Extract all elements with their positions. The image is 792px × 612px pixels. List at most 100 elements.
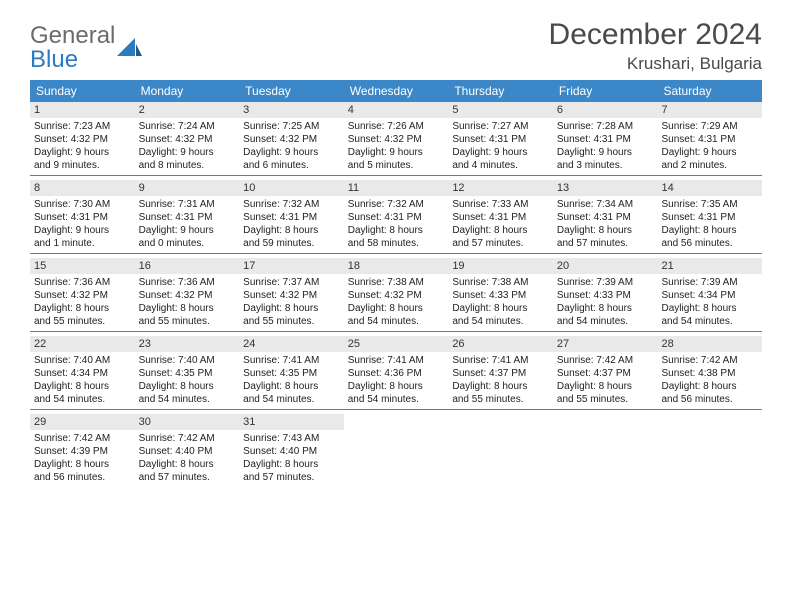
info-line: Daylight: 8 hours xyxy=(661,380,758,393)
info-line: Sunset: 4:40 PM xyxy=(243,445,340,458)
calendar-cell: 23Sunrise: 7:40 AMSunset: 4:35 PMDayligh… xyxy=(135,336,240,409)
info-line: and 54 minutes. xyxy=(34,393,131,406)
day-info: Sunrise: 7:37 AMSunset: 4:32 PMDaylight:… xyxy=(243,276,340,328)
info-line: Daylight: 9 hours xyxy=(243,146,340,159)
info-line: and 6 minutes. xyxy=(243,159,340,172)
day-number: 25 xyxy=(344,336,449,352)
day-number: 24 xyxy=(239,336,344,352)
info-line: Sunset: 4:35 PM xyxy=(139,367,236,380)
day-header: Monday xyxy=(135,80,240,102)
calendar-cell: 17Sunrise: 7:37 AMSunset: 4:32 PMDayligh… xyxy=(239,258,344,331)
info-line: Daylight: 8 hours xyxy=(452,224,549,237)
info-line: Sunset: 4:38 PM xyxy=(661,367,758,380)
day-info: Sunrise: 7:33 AMSunset: 4:31 PMDaylight:… xyxy=(452,198,549,250)
info-line: Daylight: 8 hours xyxy=(243,380,340,393)
day-header: Wednesday xyxy=(344,80,449,102)
day-info: Sunrise: 7:32 AMSunset: 4:31 PMDaylight:… xyxy=(348,198,445,250)
calendar-cell: . xyxy=(657,414,762,487)
info-line: and 57 minutes. xyxy=(243,471,340,484)
day-number: 27 xyxy=(553,336,658,352)
calendar-cell: 16Sunrise: 7:36 AMSunset: 4:32 PMDayligh… xyxy=(135,258,240,331)
calendar-cell: . xyxy=(553,414,658,487)
info-line: Sunrise: 7:34 AM xyxy=(557,198,654,211)
info-line: Daylight: 8 hours xyxy=(139,458,236,471)
day-header: Sunday xyxy=(30,80,135,102)
day-info: Sunrise: 7:28 AMSunset: 4:31 PMDaylight:… xyxy=(557,120,654,172)
info-line: and 56 minutes. xyxy=(661,393,758,406)
info-line: Sunrise: 7:42 AM xyxy=(139,432,236,445)
day-info: Sunrise: 7:38 AMSunset: 4:33 PMDaylight:… xyxy=(452,276,549,328)
info-line: Sunrise: 7:40 AM xyxy=(34,354,131,367)
info-line: and 54 minutes. xyxy=(243,393,340,406)
info-line: Sunset: 4:32 PM xyxy=(243,133,340,146)
info-line: Daylight: 8 hours xyxy=(452,380,549,393)
calendar-week: 15Sunrise: 7:36 AMSunset: 4:32 PMDayligh… xyxy=(30,258,762,332)
day-number: 7 xyxy=(657,102,762,118)
calendar-grid: SundayMondayTuesdayWednesdayThursdayFrid… xyxy=(30,80,762,487)
day-number: 13 xyxy=(553,180,658,196)
info-line: Sunrise: 7:39 AM xyxy=(661,276,758,289)
info-line: Sunrise: 7:37 AM xyxy=(243,276,340,289)
info-line: Daylight: 8 hours xyxy=(243,224,340,237)
info-line: Sunset: 4:31 PM xyxy=(34,211,131,224)
info-line: Sunset: 4:31 PM xyxy=(452,211,549,224)
info-line: Daylight: 8 hours xyxy=(243,302,340,315)
info-line: Daylight: 8 hours xyxy=(348,224,445,237)
info-line: and 59 minutes. xyxy=(243,237,340,250)
day-info: Sunrise: 7:42 AMSunset: 4:38 PMDaylight:… xyxy=(661,354,758,406)
day-number: 8 xyxy=(30,180,135,196)
calendar-week: 22Sunrise: 7:40 AMSunset: 4:34 PMDayligh… xyxy=(30,336,762,410)
day-info: Sunrise: 7:40 AMSunset: 4:34 PMDaylight:… xyxy=(34,354,131,406)
day-number: 26 xyxy=(448,336,553,352)
day-number: 31 xyxy=(239,414,344,430)
day-info: Sunrise: 7:29 AMSunset: 4:31 PMDaylight:… xyxy=(661,120,758,172)
day-header: Thursday xyxy=(448,80,553,102)
calendar-cell: 15Sunrise: 7:36 AMSunset: 4:32 PMDayligh… xyxy=(30,258,135,331)
info-line: and 2 minutes. xyxy=(661,159,758,172)
info-line: and 55 minutes. xyxy=(452,393,549,406)
calendar-cell: 14Sunrise: 7:35 AMSunset: 4:31 PMDayligh… xyxy=(657,180,762,253)
info-line: Sunrise: 7:32 AM xyxy=(348,198,445,211)
info-line: Sunrise: 7:32 AM xyxy=(243,198,340,211)
info-line: Sunrise: 7:24 AM xyxy=(139,120,236,133)
day-info: Sunrise: 7:31 AMSunset: 4:31 PMDaylight:… xyxy=(139,198,236,250)
info-line: and 1 minute. xyxy=(34,237,131,250)
info-line: Sunrise: 7:42 AM xyxy=(557,354,654,367)
info-line: Sunrise: 7:26 AM xyxy=(348,120,445,133)
calendar-cell: 30Sunrise: 7:42 AMSunset: 4:40 PMDayligh… xyxy=(135,414,240,487)
calendar-cell: 13 Sunrise: 7:34 AMSunset: 4:31 PMDayligh… xyxy=(553,180,658,253)
logo-line1: General xyxy=(30,22,115,49)
info-line: Sunset: 4:37 PM xyxy=(557,367,654,380)
info-line: Sunset: 4:31 PM xyxy=(661,133,758,146)
calendar-cell: 31Sunrise: 7:43 AMSunset: 4:40 PMDayligh… xyxy=(239,414,344,487)
calendar-cell: 26Sunrise: 7:41 AMSunset: 4:37 PMDayligh… xyxy=(448,336,553,409)
calendar-week: 29Sunrise: 7:42 AMSunset: 4:39 PMDayligh… xyxy=(30,414,762,487)
info-line: Sunrise: 7:29 AM xyxy=(661,120,758,133)
info-line: Daylight: 8 hours xyxy=(348,302,445,315)
info-line: Sunset: 4:31 PM xyxy=(557,211,654,224)
day-info: Sunrise: 7:30 AMSunset: 4:31 PMDaylight:… xyxy=(34,198,131,250)
day-info: Sunrise: 7:42 AMSunset: 4:39 PMDaylight:… xyxy=(34,432,131,484)
day-header: Friday xyxy=(553,80,658,102)
info-line: Daylight: 9 hours xyxy=(34,146,131,159)
day-number: 18 xyxy=(344,258,449,274)
calendar-cell: 2Sunrise: 7:24 AMSunset: 4:32 PMDaylight… xyxy=(135,102,240,175)
info-line: and 9 minutes. xyxy=(34,159,131,172)
day-info: Sunrise: 7:42 AMSunset: 4:37 PMDaylight:… xyxy=(557,354,654,406)
info-line: Sunrise: 7:30 AM xyxy=(34,198,131,211)
info-line: Sunrise: 7:38 AM xyxy=(348,276,445,289)
info-line: and 55 minutes. xyxy=(139,315,236,328)
info-line: Daylight: 8 hours xyxy=(557,224,654,237)
calendar-cell: 18Sunrise: 7:38 AMSunset: 4:32 PMDayligh… xyxy=(344,258,449,331)
day-number: 5 xyxy=(448,102,553,118)
info-line: Daylight: 9 hours xyxy=(452,146,549,159)
calendar-cell: 24Sunrise: 7:41 AMSunset: 4:35 PMDayligh… xyxy=(239,336,344,409)
info-line: Sunset: 4:34 PM xyxy=(34,367,131,380)
info-line: Sunrise: 7:42 AM xyxy=(661,354,758,367)
info-line: Sunset: 4:33 PM xyxy=(452,289,549,302)
day-number: 23 xyxy=(135,336,240,352)
info-line: and 55 minutes. xyxy=(557,393,654,406)
info-line: and 54 minutes. xyxy=(661,315,758,328)
info-line: Sunset: 4:31 PM xyxy=(139,211,236,224)
info-line: Sunset: 4:34 PM xyxy=(661,289,758,302)
